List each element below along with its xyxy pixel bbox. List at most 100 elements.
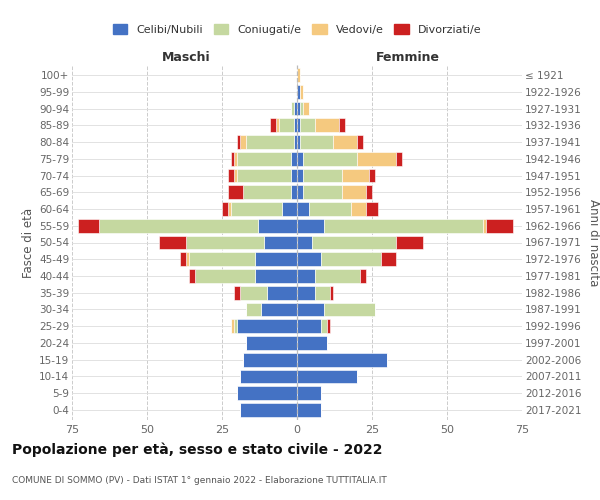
Bar: [291, 102, 294, 116]
Bar: [243, 186, 291, 199]
Bar: [327, 320, 330, 333]
Bar: [342, 186, 366, 199]
Bar: [483, 219, 486, 232]
Bar: [228, 186, 243, 199]
Bar: [360, 269, 366, 283]
Bar: [300, 85, 303, 98]
Bar: [303, 102, 309, 116]
Bar: [243, 353, 297, 366]
Bar: [309, 202, 351, 216]
Bar: [231, 152, 234, 166]
Legend: Celibi/Nubili, Coniugati/e, Vedovi/e, Divorziati/e: Celibi/Nubili, Coniugati/e, Vedovi/e, Di…: [109, 21, 485, 38]
Bar: [294, 118, 297, 132]
Bar: [366, 186, 372, 199]
Bar: [312, 236, 396, 250]
Bar: [237, 135, 240, 149]
Bar: [297, 202, 309, 216]
Bar: [324, 302, 375, 316]
Bar: [246, 336, 297, 350]
Bar: [486, 219, 513, 232]
Bar: [231, 320, 234, 333]
Bar: [234, 168, 237, 182]
Bar: [99, 219, 258, 232]
Bar: [240, 135, 246, 149]
Bar: [267, 286, 297, 300]
Bar: [255, 252, 297, 266]
Bar: [270, 118, 276, 132]
Bar: [258, 219, 297, 232]
Bar: [297, 102, 300, 116]
Bar: [294, 135, 297, 149]
Bar: [297, 403, 321, 417]
Bar: [297, 68, 300, 82]
Bar: [300, 135, 333, 149]
Bar: [297, 168, 303, 182]
Bar: [159, 236, 186, 250]
Bar: [282, 202, 297, 216]
Bar: [333, 135, 357, 149]
Bar: [237, 152, 291, 166]
Bar: [297, 353, 387, 366]
Bar: [237, 320, 297, 333]
Bar: [180, 252, 186, 266]
Bar: [297, 219, 324, 232]
Y-axis label: Anni di nascita: Anni di nascita: [587, 199, 600, 286]
Bar: [234, 320, 237, 333]
Bar: [381, 252, 396, 266]
Text: Maschi: Maschi: [161, 51, 211, 64]
Bar: [261, 302, 297, 316]
Bar: [228, 202, 231, 216]
Bar: [357, 152, 396, 166]
Bar: [303, 186, 342, 199]
Bar: [300, 102, 303, 116]
Bar: [297, 85, 300, 98]
Bar: [357, 135, 363, 149]
Bar: [297, 186, 303, 199]
Bar: [297, 269, 315, 283]
Bar: [297, 302, 324, 316]
Bar: [303, 152, 357, 166]
Bar: [297, 336, 327, 350]
Bar: [297, 370, 357, 384]
Bar: [222, 202, 228, 216]
Bar: [264, 236, 297, 250]
Bar: [78, 219, 99, 232]
Bar: [366, 202, 378, 216]
Text: COMUNE DI SOMMO (PV) - Dati ISTAT 1° gennaio 2022 - Elaborazione TUTTITALIA.IT: COMUNE DI SOMMO (PV) - Dati ISTAT 1° gen…: [12, 476, 387, 485]
Bar: [228, 168, 234, 182]
Bar: [297, 236, 312, 250]
Bar: [396, 152, 402, 166]
Bar: [255, 269, 297, 283]
Bar: [186, 236, 264, 250]
Bar: [315, 118, 339, 132]
Bar: [297, 135, 300, 149]
Bar: [189, 269, 195, 283]
Bar: [291, 152, 297, 166]
Bar: [291, 186, 297, 199]
Bar: [195, 269, 255, 283]
Bar: [297, 286, 315, 300]
Bar: [315, 286, 330, 300]
Text: Popolazione per età, sesso e stato civile - 2022: Popolazione per età, sesso e stato civil…: [12, 442, 383, 457]
Bar: [396, 236, 423, 250]
Y-axis label: Fasce di età: Fasce di età: [22, 208, 35, 278]
Bar: [237, 386, 297, 400]
Bar: [369, 168, 375, 182]
Bar: [189, 252, 255, 266]
Bar: [276, 118, 279, 132]
Bar: [342, 168, 369, 182]
Bar: [297, 252, 321, 266]
Bar: [234, 286, 240, 300]
Bar: [246, 302, 261, 316]
Bar: [297, 118, 300, 132]
Bar: [351, 202, 366, 216]
Bar: [186, 252, 189, 266]
Bar: [315, 269, 360, 283]
Bar: [330, 286, 333, 300]
Bar: [297, 386, 321, 400]
Bar: [231, 202, 282, 216]
Bar: [240, 370, 297, 384]
Bar: [303, 168, 342, 182]
Bar: [246, 135, 294, 149]
Bar: [321, 320, 327, 333]
